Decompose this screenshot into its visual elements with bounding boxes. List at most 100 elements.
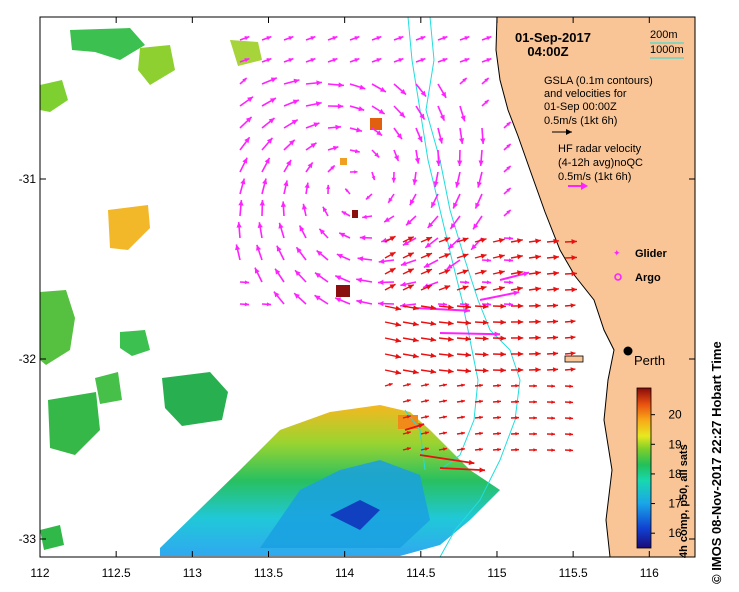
hf-vector	[564, 416, 574, 421]
hf-vector	[564, 351, 576, 356]
sst-pixel	[340, 158, 347, 165]
gsla-vector	[481, 57, 492, 63]
hf-vector	[474, 237, 487, 243]
gsla-vector	[503, 121, 512, 129]
hf-vector	[438, 399, 447, 403]
hf-vector	[420, 447, 429, 451]
y-tick-label: -33	[19, 532, 37, 546]
hf-vector	[564, 319, 576, 324]
hf-vector	[492, 431, 502, 436]
gsla-vector	[480, 127, 486, 145]
gsla-vector	[316, 249, 329, 261]
hf-vector	[420, 284, 433, 291]
hf-vector	[474, 335, 489, 342]
hf-vector	[564, 287, 578, 293]
gsla-vector	[415, 127, 423, 143]
gsla-vector	[455, 171, 461, 188]
hf-vector	[404, 423, 425, 431]
gsla-vector	[326, 184, 331, 195]
hf-vector	[456, 368, 472, 374]
hf-vector	[492, 415, 502, 420]
gsla-vector	[503, 165, 512, 173]
hf-vector	[402, 399, 411, 403]
gsla-vector	[503, 302, 514, 307]
hf-vector	[492, 269, 505, 276]
gsla-vector	[437, 35, 448, 41]
hf-vector	[456, 399, 466, 404]
hf-vector	[420, 336, 437, 343]
gsla-scale-arrowhead	[566, 129, 572, 135]
hf-vector	[528, 400, 538, 404]
y-tick-label: -31	[19, 172, 37, 186]
sst-patch	[40, 525, 64, 550]
gsla-vector	[239, 116, 253, 129]
gsla-vector	[305, 35, 316, 41]
gsla-vector	[459, 77, 468, 85]
contour-1000m	[425, 16, 521, 558]
gsla-vector	[322, 206, 329, 217]
gsla-vector	[261, 178, 268, 195]
gsla-vector	[400, 259, 417, 266]
gsla-vector	[415, 35, 426, 41]
hf-scale-label: 0.5m/s (1kt 6h)	[558, 171, 631, 183]
hf-vector	[492, 303, 506, 309]
gsla-vector	[338, 232, 351, 239]
gsla-vector	[239, 96, 254, 107]
gsla-vector	[294, 269, 307, 283]
hf-vector	[564, 432, 574, 437]
contour-legend-1000m: 1000m	[650, 44, 684, 56]
gsla-vector	[459, 280, 470, 285]
gsla-vector	[387, 193, 395, 204]
credit-text: © IMOS 08-Nov-2017 22:27 Hobart Time	[709, 341, 724, 584]
gsla-vector	[274, 268, 285, 283]
hf-vector	[474, 415, 484, 420]
hf-vector	[474, 303, 489, 310]
x-axis: 112 112.5 113 113.5 114 114.5 115 115.5 116	[30, 17, 659, 580]
x-tick-label: 115.5	[559, 566, 588, 580]
gsla-vector	[349, 170, 358, 174]
gsla-vector	[481, 99, 490, 107]
gsla-vector	[414, 149, 421, 164]
hf-vector	[528, 286, 541, 292]
hf-vector	[510, 254, 523, 260]
gsla-vector	[447, 237, 461, 250]
gsla-vector	[295, 246, 307, 261]
hf-vector	[438, 336, 454, 342]
hf-vector	[510, 351, 524, 357]
gsla-vector	[437, 105, 446, 121]
gsla-vector	[283, 159, 292, 173]
glider-symbol: ✦	[613, 248, 621, 258]
gsla-vector	[499, 271, 530, 281]
hf-vector	[420, 415, 429, 419]
gsla-vector	[257, 222, 263, 239]
hf-vector	[456, 253, 469, 259]
gsla-vector	[239, 302, 250, 307]
hf-vector	[510, 319, 524, 325]
hf-vector	[438, 415, 447, 419]
gsla-vector	[371, 171, 376, 181]
gsla-vector	[349, 83, 366, 90]
gsla-vector	[236, 221, 242, 239]
gsla-vector	[391, 171, 397, 183]
hf-vector	[384, 382, 393, 387]
gsla-vector	[283, 139, 296, 151]
hf-vector	[510, 270, 523, 276]
gsla-vector	[393, 35, 404, 41]
gsla-vector	[238, 199, 244, 217]
gsla-vector	[261, 137, 274, 151]
hf-vector	[492, 367, 506, 373]
gsla-vector	[327, 82, 345, 88]
hf-vector	[384, 251, 396, 259]
gsla-vector	[327, 103, 344, 109]
gsla-vector	[327, 145, 339, 151]
hf-vector	[420, 431, 429, 435]
colorbar-tick-label: 16	[668, 526, 682, 540]
gsla-vector	[283, 99, 300, 107]
gsla-vector	[327, 35, 338, 41]
gsla-vector	[503, 258, 514, 263]
hf-vector	[510, 384, 520, 388]
hf-vector	[420, 399, 429, 403]
gsla-vector	[349, 149, 360, 154]
gsla-vector	[459, 35, 470, 41]
contour-200m	[407, 16, 479, 471]
